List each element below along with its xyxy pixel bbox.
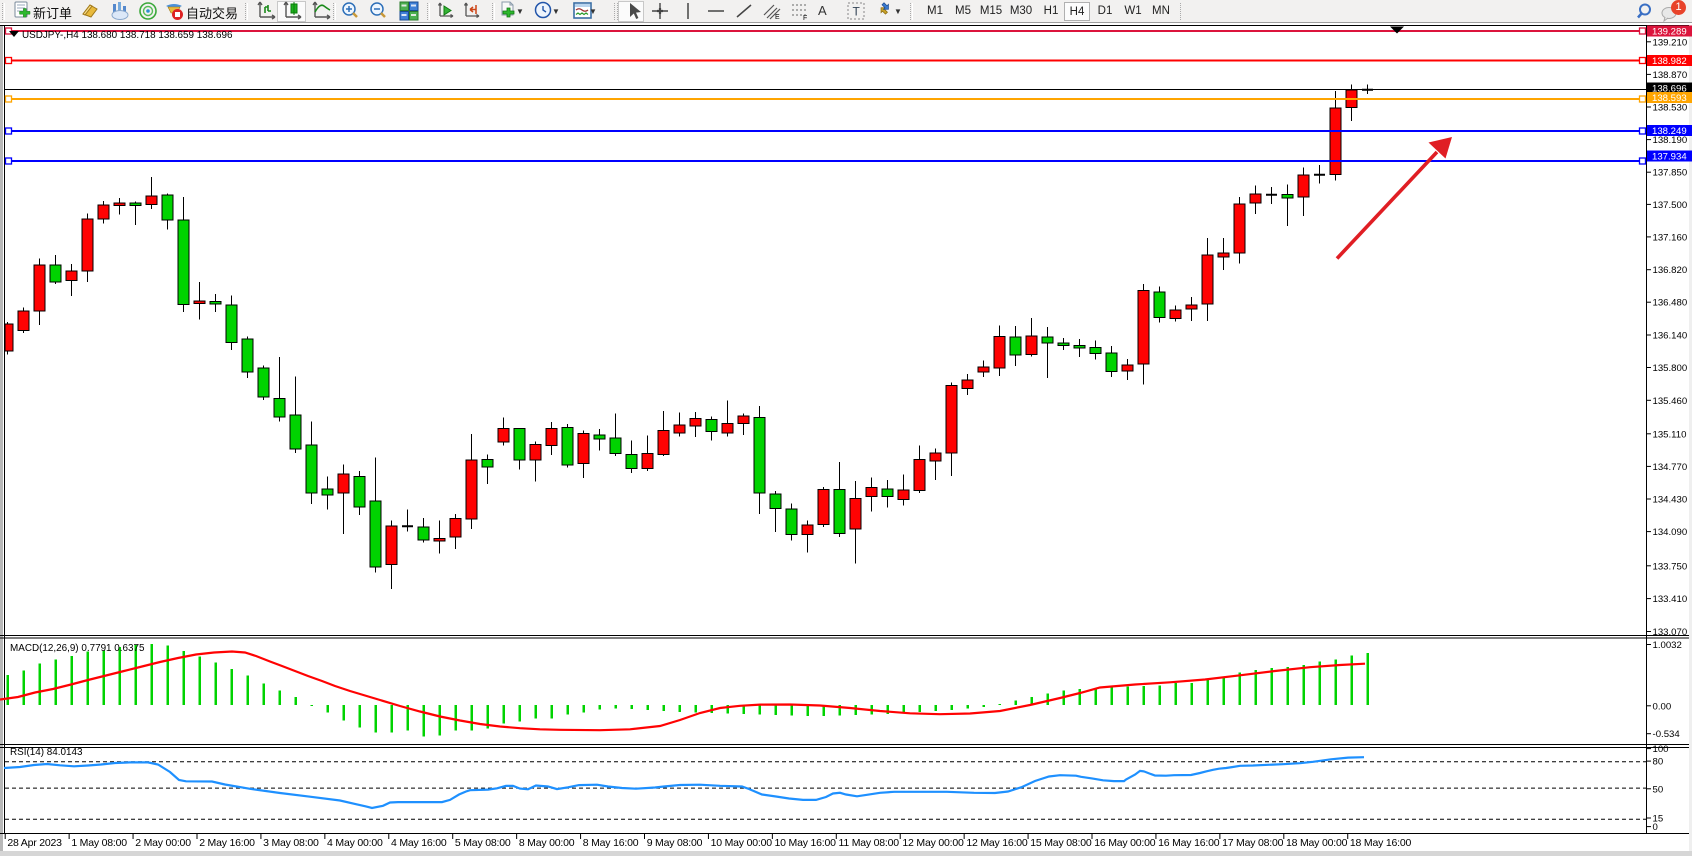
svg-text:2 May 16:00: 2 May 16:00 (199, 837, 255, 849)
svg-text:135.460: 135.460 (1653, 396, 1688, 407)
svg-text:136.820: 136.820 (1653, 265, 1688, 276)
svg-text:137.500: 137.500 (1653, 200, 1688, 211)
svg-text:136.480: 136.480 (1653, 298, 1688, 309)
svg-text:10 May 00:00: 10 May 00:00 (711, 837, 773, 849)
svg-text:137.160: 137.160 (1653, 232, 1688, 243)
svg-text:9 May 08:00: 9 May 08:00 (647, 837, 703, 849)
svg-text:138.530: 138.530 (1653, 103, 1688, 114)
svg-text:133.410: 133.410 (1653, 594, 1688, 605)
svg-text:12 May 00:00: 12 May 00:00 (902, 837, 964, 849)
svg-text:1 May 08:00: 1 May 08:00 (71, 837, 127, 849)
svg-text:134.770: 134.770 (1653, 462, 1688, 473)
svg-text:16 May 16:00: 16 May 16:00 (1158, 837, 1220, 849)
svg-text:10 May 16:00: 10 May 16:00 (775, 837, 837, 849)
svg-text:133.750: 133.750 (1653, 561, 1688, 572)
svg-text:15: 15 (1653, 814, 1664, 825)
svg-text:15 May 08:00: 15 May 08:00 (1030, 837, 1092, 849)
svg-text:50: 50 (1653, 784, 1664, 795)
svg-text:138.982: 138.982 (1652, 56, 1687, 67)
svg-text:134.430: 134.430 (1653, 495, 1688, 506)
svg-text:138.190: 138.190 (1653, 135, 1688, 146)
svg-text:137.850: 137.850 (1653, 168, 1688, 179)
svg-text:0.00: 0.00 (1653, 701, 1672, 712)
svg-text:134.090: 134.090 (1653, 527, 1688, 538)
svg-text:RSI(14) 84.0143: RSI(14) 84.0143 (10, 747, 83, 758)
svg-text:133.070: 133.070 (1653, 627, 1688, 638)
svg-text:139.210: 139.210 (1653, 37, 1688, 48)
svg-text:-0.534: -0.534 (1653, 729, 1681, 740)
svg-text:138.870: 138.870 (1653, 70, 1688, 81)
svg-text:138.593: 138.593 (1652, 93, 1687, 104)
svg-text:11 May 08:00: 11 May 08:00 (838, 837, 899, 849)
svg-text:100: 100 (1653, 744, 1669, 755)
svg-text:17 May 08:00: 17 May 08:00 (1222, 837, 1284, 849)
svg-text:F: F (803, 15, 807, 21)
svg-text:136.140: 136.140 (1653, 331, 1688, 342)
svg-text:USDJPY-,H4 138.680 138.718 13: USDJPY-,H4 138.680 138.718 138.659 138.6… (22, 30, 233, 41)
svg-text:8 May 16:00: 8 May 16:00 (583, 837, 639, 849)
svg-text:4 May 16:00: 4 May 16:00 (391, 837, 447, 849)
svg-text:138.696: 138.696 (1652, 84, 1687, 95)
svg-text:80: 80 (1653, 757, 1664, 768)
svg-text:18 May 16:00: 18 May 16:00 (1350, 837, 1412, 849)
svg-text:2 May 00:00: 2 May 00:00 (135, 837, 191, 849)
svg-text:135.800: 135.800 (1653, 363, 1688, 374)
svg-text:0: 0 (1653, 822, 1658, 833)
svg-text:18 May 00:00: 18 May 00:00 (1286, 837, 1348, 849)
svg-text:4 May 00:00: 4 May 00:00 (327, 837, 383, 849)
svg-text:8 May 00:00: 8 May 00:00 (519, 837, 575, 849)
svg-text:3 May 08:00: 3 May 08:00 (263, 837, 319, 849)
svg-text:16 May 00:00: 16 May 00:00 (1094, 837, 1156, 849)
svg-text:1.0032: 1.0032 (1653, 640, 1682, 651)
svg-text:MACD(12,26,9) 0.7791 0.6375: MACD(12,26,9) 0.7791 0.6375 (10, 643, 145, 654)
svg-text:135.110: 135.110 (1653, 429, 1687, 440)
svg-text:138.249: 138.249 (1652, 126, 1687, 137)
svg-text:139.289: 139.289 (1652, 27, 1687, 38)
svg-text:137.934: 137.934 (1652, 152, 1687, 163)
svg-text:28 Apr 2023: 28 Apr 2023 (7, 837, 62, 849)
svg-text:5 May 08:00: 5 May 08:00 (455, 837, 511, 849)
svg-text:12 May 16:00: 12 May 16:00 (966, 837, 1028, 849)
svg-text:T: T (853, 5, 861, 19)
svg-text:E: E (775, 14, 780, 21)
